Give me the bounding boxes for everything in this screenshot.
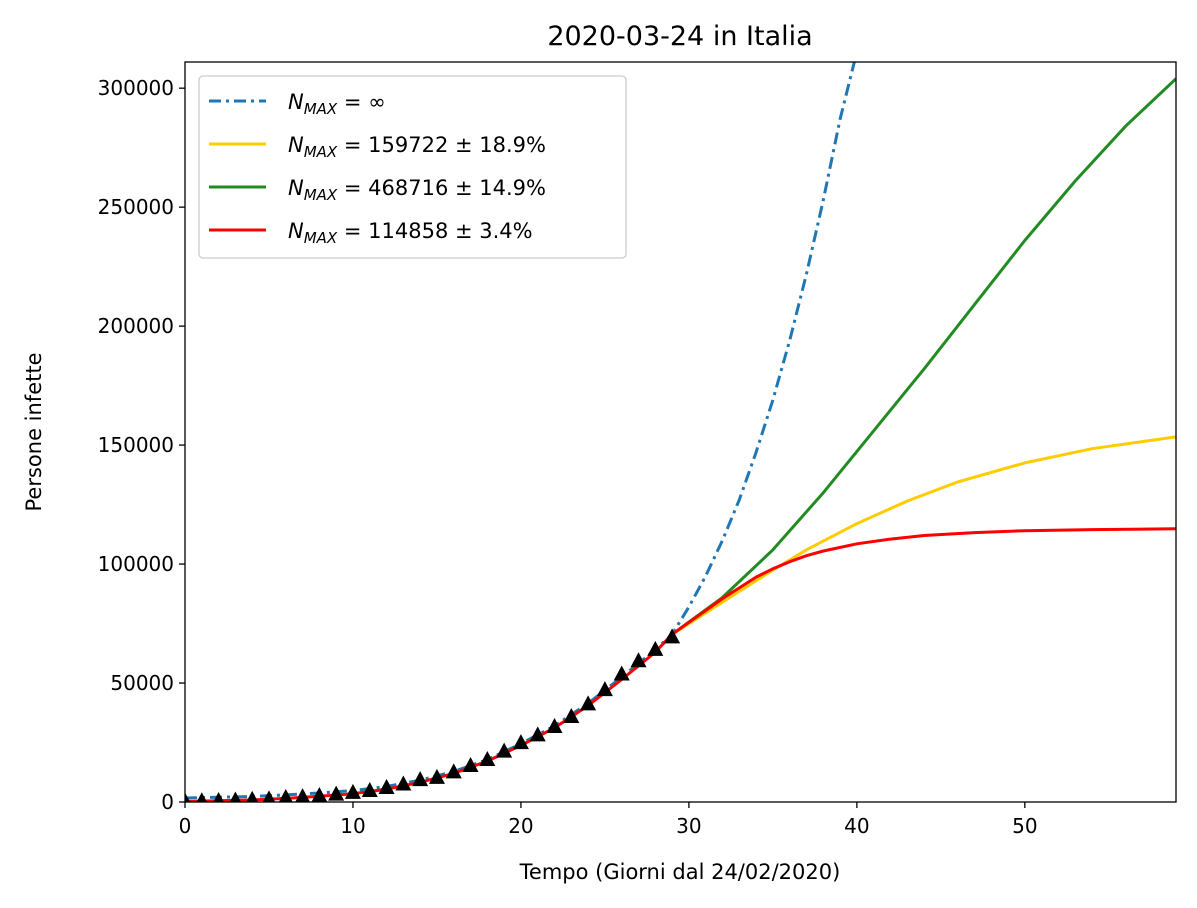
y-tick-label: 200000 bbox=[98, 314, 174, 338]
y-tick-label: 250000 bbox=[98, 195, 174, 219]
x-tick-label: 10 bbox=[340, 814, 365, 838]
chart-title: 2020-03-24 in Italia bbox=[547, 21, 812, 52]
observed-point bbox=[378, 779, 395, 795]
x-axis-label: Tempo (Giorni dal 24/02/2020) bbox=[519, 860, 841, 884]
observed-point bbox=[278, 788, 293, 802]
x-tick-label: 40 bbox=[844, 814, 869, 838]
observed-point bbox=[580, 695, 597, 711]
observed-point bbox=[529, 726, 546, 742]
x-tick-label: 30 bbox=[676, 814, 701, 838]
y-tick-label: 50000 bbox=[110, 671, 174, 695]
observed-point bbox=[395, 775, 412, 791]
series-line-0 bbox=[185, 62, 856, 800]
plot-frame bbox=[184, 61, 1177, 803]
observed-point bbox=[344, 783, 361, 799]
observed-point bbox=[462, 757, 479, 773]
observed-point bbox=[262, 790, 276, 802]
observed-point bbox=[213, 792, 224, 802]
series-layer bbox=[185, 62, 1176, 802]
observed-point bbox=[196, 792, 208, 802]
x-tick-label: 0 bbox=[179, 814, 192, 838]
legend-box bbox=[198, 75, 627, 259]
observed-point bbox=[479, 750, 496, 766]
observed-point bbox=[445, 763, 462, 779]
legend-label: NMAX = 159722 ± 18.9% bbox=[288, 133, 546, 161]
observed-point bbox=[630, 652, 647, 668]
observed-point bbox=[361, 781, 378, 797]
series-line-3 bbox=[185, 527, 1176, 802]
y-tick-label: 150000 bbox=[98, 433, 174, 457]
legend-label: NMAX = 468716 ± 14.9% bbox=[288, 176, 546, 204]
x-axis-ticks: 0 10 20 30 40 50 bbox=[179, 802, 1038, 838]
observed-point bbox=[647, 640, 664, 656]
observed-point bbox=[546, 718, 563, 734]
series-line-1 bbox=[671, 435, 1176, 636]
y-tick-label: 0 bbox=[161, 790, 174, 814]
observed-point bbox=[328, 785, 345, 801]
observed-markers bbox=[185, 628, 681, 802]
x-tick-label: 20 bbox=[508, 814, 533, 838]
legend: NMAX = ∞ NMAX = 159722 ± 18.9% NMAX = 4687… bbox=[198, 75, 627, 259]
observed-point bbox=[613, 665, 630, 681]
observed-point bbox=[512, 734, 529, 750]
observed-point bbox=[596, 681, 613, 697]
observed-point bbox=[311, 787, 328, 802]
legend-label: NMAX = ∞ bbox=[288, 90, 386, 118]
y-axis-ticks: 0 50000 100000 150000 200000 250000 300000 bbox=[98, 76, 185, 814]
series-line-2 bbox=[671, 77, 1176, 636]
observed-point bbox=[246, 790, 259, 802]
observed-point bbox=[428, 768, 445, 784]
observed-point bbox=[563, 708, 580, 724]
x-tick-label: 50 bbox=[1012, 814, 1037, 838]
observed-point bbox=[185, 792, 191, 802]
y-axis-label: Persone infette bbox=[22, 352, 46, 511]
observed-point bbox=[295, 788, 310, 802]
y-tick-label: 300000 bbox=[98, 76, 174, 100]
observed-point bbox=[664, 628, 681, 644]
observed-point bbox=[412, 771, 429, 787]
observed-point bbox=[496, 742, 513, 758]
legend-label: NMAX = 114858 ± 3.4% bbox=[288, 219, 533, 247]
y-tick-label: 100000 bbox=[98, 552, 174, 576]
observed-point bbox=[229, 791, 242, 802]
